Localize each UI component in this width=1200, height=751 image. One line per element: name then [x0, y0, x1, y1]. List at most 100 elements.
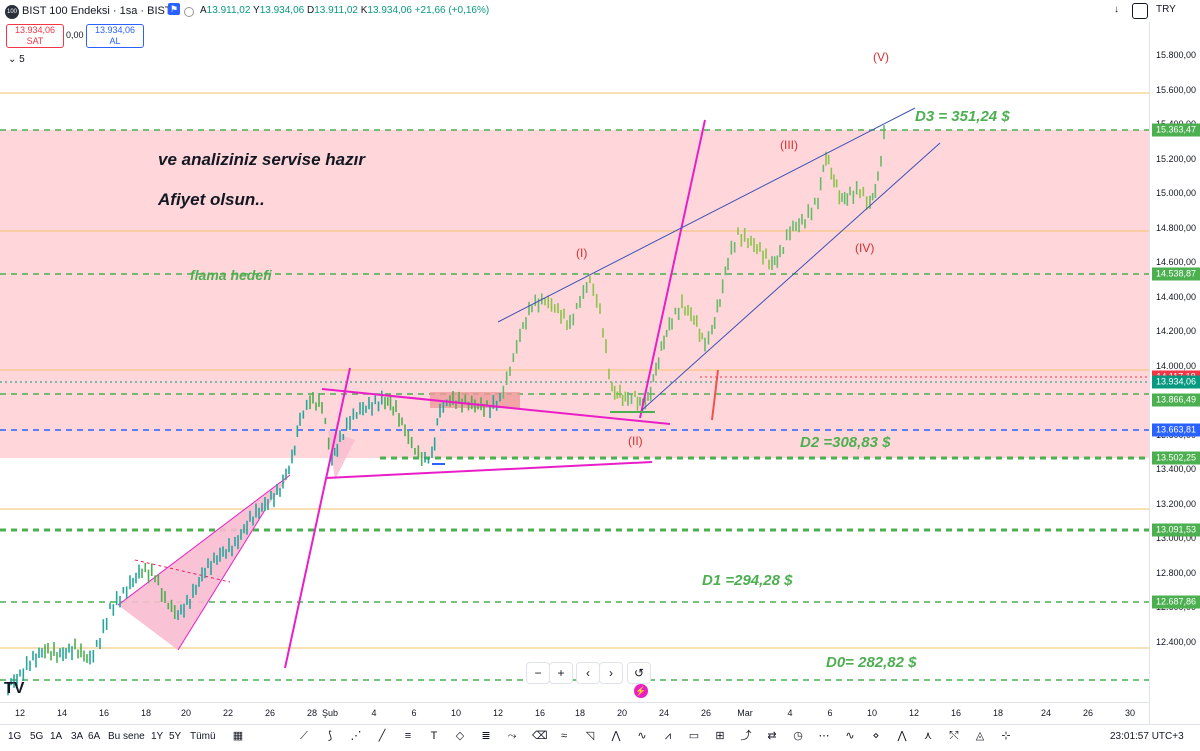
- timeframe-button[interactable]: Bu sene: [108, 731, 145, 742]
- timeframe-button[interactable]: 1Y: [151, 731, 164, 742]
- price-tick-label: 14.800,00: [1155, 222, 1196, 233]
- d2-label[interactable]: D2 =308,83 $: [800, 434, 891, 451]
- time-tick-label: 24: [658, 708, 670, 718]
- calendar-icon[interactable]: ▦: [232, 730, 244, 742]
- price-axis[interactable]: 15.800,0015.600,0015.400,0015.200,0015.0…: [1149, 22, 1200, 724]
- buy-button[interactable]: 13.934,06 AL: [86, 24, 144, 48]
- price-tick-label: 13.000,00: [1155, 533, 1196, 543]
- wave-i-label[interactable]: (I): [576, 246, 588, 260]
- drawing-tool-icon[interactable]: ◷: [793, 730, 803, 742]
- time-axis[interactable]: 12 14 16 18 20 22 26 28 Şub 4 6 10 12 16 18 20 24 26 Mar 4 6…: [0, 702, 1150, 725]
- drawing-tool-icon[interactable]: ◹: [585, 730, 595, 742]
- drawing-tool-icon[interactable]: ⌫: [532, 730, 548, 742]
- drawing-tool-icon[interactable]: ≈: [560, 730, 568, 742]
- price-tick-label: 15.600,00: [1155, 84, 1196, 95]
- sell-button[interactable]: 13.934,06 SAT: [6, 24, 64, 48]
- d3-label[interactable]: D3 = 351,24 $: [915, 108, 1010, 125]
- zoom-in-button[interactable]: +: [549, 662, 573, 684]
- reset-chart-button[interactable]: ↺: [627, 662, 651, 684]
- pennant-lines: [284, 119, 706, 669]
- ohlc-values: A13.911,02 Y13.934,06 D13.911,02 K13.934…: [200, 5, 489, 16]
- resistance-zone: [0, 130, 1150, 458]
- drawing-tool-icon[interactable]: ⋄: [872, 730, 880, 742]
- drawing-tool-icon[interactable]: ⤴: [740, 730, 752, 742]
- d0-label[interactable]: D0= 282,82 $: [826, 654, 917, 671]
- wave-iv-label[interactable]: (IV): [855, 241, 875, 255]
- symbol-title[interactable]: BIST 100 Endeksi · 1sa · BIST: [22, 5, 172, 17]
- scroll-forward-button[interactable]: ›: [599, 662, 623, 684]
- drawing-tool-icon[interactable]: ∿: [845, 730, 855, 742]
- time-tick-label: 14: [56, 708, 68, 718]
- time-tick-label: 26: [700, 708, 712, 718]
- bottom-toolbar: 23:01:57 UTC+3 1G 5G 1A 3A 6A Bu sene 1Y 5Y Tümü…: [0, 724, 1200, 751]
- timeframe-button[interactable]: 5Y: [169, 731, 182, 742]
- drawing-tool-icon[interactable]: ⋏: [923, 730, 933, 742]
- drawing-tool-icon[interactable]: ▭: [688, 730, 700, 742]
- time-tick-label: 30: [1124, 708, 1136, 718]
- sell-price: 13.934,06: [14, 25, 56, 35]
- time-tick-label: 4: [371, 708, 377, 718]
- wave-v-label[interactable]: (V): [873, 50, 889, 64]
- price-tick-label: 12.400,00: [1155, 636, 1196, 647]
- timeframe-button[interactable]: 1A: [50, 731, 63, 742]
- drawing-tool-icon[interactable]: ⤲: [949, 730, 959, 742]
- replay-icon[interactable]: ⚡: [634, 684, 648, 698]
- drawing-tool-icon[interactable]: ⩘: [664, 730, 672, 742]
- price-tick-label: 14.600,00: [1155, 257, 1196, 267]
- price-chart[interactable]: [0, 0, 1150, 702]
- time-tick-label: 12: [14, 708, 26, 718]
- tradingview-watermark: TV: [4, 680, 25, 697]
- timeframe-button[interactable]: 1G: [8, 731, 22, 742]
- price-tick-label: 15.200,00: [1155, 153, 1196, 164]
- drawing-tool-icon[interactable]: ╱: [378, 730, 386, 742]
- camera-icon[interactable]: [1132, 3, 1148, 19]
- drawing-tool-icon[interactable]: ◇: [455, 730, 465, 742]
- drawing-tool-icon[interactable]: ⤳: [507, 730, 517, 742]
- drawing-tool-icon[interactable]: ⋰: [350, 730, 362, 742]
- note-bon-appetit[interactable]: Afiyet olsun..: [158, 190, 265, 209]
- drawing-tool-icon[interactable]: ⇄: [767, 730, 777, 742]
- indicators-collapse[interactable]: ⌄ 5: [8, 54, 25, 65]
- drawing-tool-icon[interactable]: ≡: [404, 730, 412, 742]
- time-tick-label: 20: [180, 708, 192, 718]
- note-service-ready[interactable]: ve analiziniz servise hazır: [158, 150, 365, 169]
- indicator-count: 5: [19, 54, 25, 65]
- drawing-tool-icon[interactable]: ◬: [975, 730, 985, 742]
- scroll-back-button[interactable]: ‹: [576, 662, 600, 684]
- flag-icon[interactable]: ⚑: [168, 3, 180, 15]
- timeframe-button[interactable]: Tümü: [190, 731, 216, 742]
- time-tick-label: Şub: [321, 708, 339, 718]
- spread-value: 0,00: [66, 30, 84, 40]
- symbol-logo: 100: [5, 5, 19, 19]
- rising-channel: [497, 107, 941, 411]
- drawing-tool-icon[interactable]: ⋀: [897, 730, 907, 742]
- drawing-tool-icon[interactable]: ∿: [637, 730, 647, 742]
- wave-iii-label[interactable]: (III): [780, 138, 798, 152]
- buy-label: AL: [109, 36, 121, 46]
- time-tick-label: 20: [616, 708, 628, 718]
- d1-label[interactable]: D1 =294,28 $: [702, 572, 793, 589]
- zoom-out-button[interactable]: −: [526, 662, 550, 684]
- time-tick-label: 18: [992, 708, 1004, 718]
- drawing-tool-icon[interactable]: T: [430, 730, 438, 742]
- drawing-tool-icon[interactable]: ⋀: [611, 730, 621, 742]
- buy-price: 13.934,06: [94, 25, 136, 35]
- drawing-tool-icon[interactable]: ≣: [481, 730, 491, 742]
- price-level-badge: 12.687,86: [1152, 595, 1200, 609]
- timeframe-button[interactable]: 5G: [30, 731, 44, 742]
- drawing-tool-icon[interactable]: ⟋: [300, 730, 308, 742]
- timeframe-button[interactable]: 3A: [71, 731, 84, 742]
- drawing-tool-icon[interactable]: ⟆: [327, 730, 333, 742]
- high-value: 13.934,06: [259, 5, 305, 16]
- currency-selector[interactable]: TRY: [1156, 4, 1176, 15]
- download-icon[interactable]: ↓: [1114, 4, 1119, 15]
- chevron-down-icon: ⌄: [8, 54, 17, 65]
- drawing-tool-icon[interactable]: ⊞: [715, 730, 725, 742]
- price-tick-label: 13.400,00: [1155, 464, 1196, 474]
- drawing-tool-icon[interactable]: ⊹: [1001, 730, 1011, 742]
- wave-ii-label[interactable]: (II): [628, 434, 643, 448]
- timeframe-button[interactable]: 6A: [88, 731, 101, 742]
- flama-target-label[interactable]: flama hedefi: [190, 267, 272, 283]
- drawing-tool-icon[interactable]: ⋯: [818, 730, 830, 742]
